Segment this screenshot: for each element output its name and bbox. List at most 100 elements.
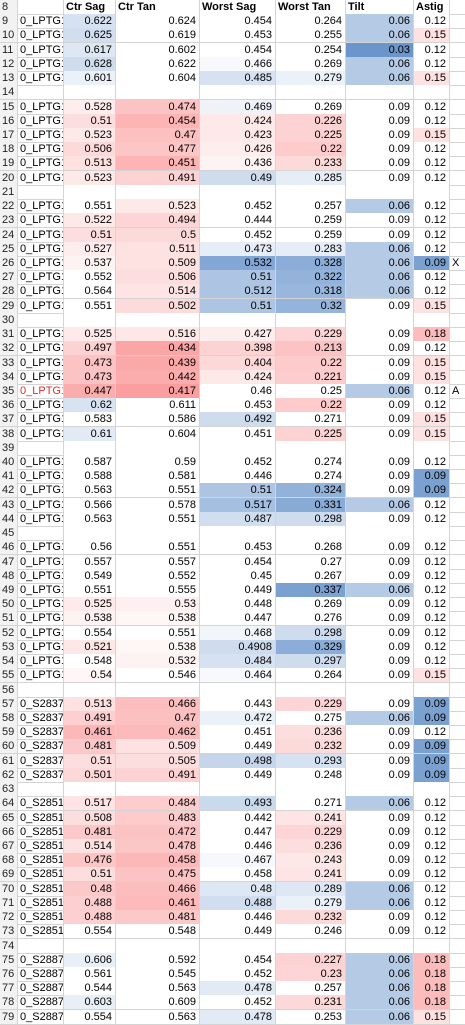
astig-cell[interactable]: 0.15	[414, 426, 450, 441]
ctr-tan-cell[interactable]: 0.466	[116, 696, 200, 711]
tilt-cell[interactable]: 0.06	[346, 255, 414, 270]
note-cell[interactable]	[450, 583, 465, 597]
lens-id-cell[interactable]: 0_S28517	[20, 867, 64, 882]
ctr-sag-cell[interactable]: 0.537	[64, 255, 116, 270]
lens-id-cell[interactable]: 0_LPTG10	[18, 28, 64, 43]
worst-sag-cell[interactable]: 0.451	[200, 426, 276, 441]
lens-id-cell[interactable]: 0_LPTG10	[18, 56, 64, 71]
worst-sag-cell[interactable]: 0.468	[200, 625, 276, 640]
worst-tan-cell[interactable]: 0.271	[276, 412, 346, 427]
ctr-sag-cell[interactable]: 0.606	[64, 952, 116, 967]
lens-id-cell[interactable]: 0_LPTG10	[18, 639, 64, 654]
astig-cell[interactable]: 0.12	[414, 881, 450, 896]
worst-tan-cell[interactable]: 0.267	[276, 568, 346, 583]
ctr-sag-cell[interactable]: 0.564	[64, 284, 116, 299]
worst-sag-cell[interactable]: 0.454	[200, 554, 276, 569]
astig-cell[interactable]: 0.09	[414, 255, 450, 270]
worst-tan-cell[interactable]: 0.269	[276, 56, 346, 71]
note-cell[interactable]	[450, 128, 465, 142]
tilt-cell[interactable]: 0.06	[346, 71, 414, 86]
ctr-sag-cell[interactable]	[64, 938, 116, 953]
ctr-sag-cell[interactable]: 0.497	[64, 341, 116, 356]
worst-tan-cell[interactable]: 0.227	[276, 952, 346, 967]
row-number[interactable]: 37	[0, 412, 18, 427]
lens-id-cell[interactable]: 0_S28517	[20, 853, 64, 868]
row-number[interactable]: 65	[0, 810, 18, 825]
astig-cell[interactable]: 0.12	[414, 554, 450, 569]
worst-sag-cell[interactable]: 0.443	[200, 696, 276, 711]
row-number[interactable]: 17	[0, 127, 18, 142]
note-cell[interactable]	[450, 796, 465, 810]
note-cell[interactable]	[450, 683, 465, 697]
header-cell-h[interactable]	[450, 0, 465, 14]
row-number[interactable]: 45	[0, 526, 18, 541]
note-cell[interactable]	[450, 171, 465, 185]
ctr-tan-cell[interactable]: 0.551	[116, 625, 200, 640]
lens-id-cell[interactable]	[18, 526, 64, 541]
astig-cell[interactable]: 0.12	[414, 199, 450, 214]
row-number[interactable]: 57	[0, 696, 18, 711]
lens-id-cell[interactable]: 0_LPTG10	[18, 142, 64, 157]
lens-id-cell[interactable]: 0_LPTG10	[18, 355, 64, 370]
astig-cell[interactable]	[414, 440, 450, 455]
worst-tan-cell[interactable]	[276, 85, 346, 100]
ctr-sag-cell[interactable]: 0.538	[64, 611, 116, 626]
row-number[interactable]: 19	[0, 156, 18, 171]
ctr-tan-cell[interactable]: 0.555	[116, 583, 200, 598]
ctr-sag-cell[interactable]: 0.527	[64, 241, 116, 256]
ctr-sag-cell[interactable]: 0.551	[64, 199, 116, 214]
tilt-cell[interactable]: 0.06	[346, 711, 414, 725]
row-number[interactable]: 44	[0, 511, 18, 526]
row-number[interactable]: 67	[0, 838, 18, 853]
worst-sag-cell[interactable]: 0.485	[200, 71, 276, 86]
tilt-cell[interactable]: 0.06	[346, 995, 414, 1010]
tilt-cell[interactable]: 0.09	[346, 213, 414, 228]
worst-sag-cell[interactable]: 0.472	[200, 711, 276, 725]
worst-tan-cell[interactable]: 0.331	[276, 497, 346, 512]
row-number[interactable]: 10	[0, 28, 18, 43]
note-cell[interactable]	[450, 299, 465, 313]
astig-cell[interactable]: 0.15	[414, 71, 450, 86]
ctr-tan-cell[interactable]	[116, 312, 200, 327]
note-cell[interactable]	[450, 867, 465, 881]
astig-cell[interactable]: 0.18	[414, 952, 450, 967]
worst-sag-cell[interactable]: 0.51	[200, 483, 276, 498]
ctr-tan-cell[interactable]: 0.563	[116, 981, 200, 996]
ctr-sag-cell[interactable]: 0.461	[64, 725, 116, 740]
worst-tan-cell[interactable]: 0.229	[276, 824, 346, 839]
note-cell[interactable]	[450, 85, 465, 99]
ctr-tan-cell[interactable]: 0.417	[116, 383, 200, 398]
lens-id-cell[interactable]: 0_LPTG10	[18, 170, 64, 185]
astig-cell[interactable]: 0.12	[414, 455, 450, 470]
worst-tan-cell[interactable]: 0.233	[276, 156, 346, 171]
tilt-cell[interactable]: 0.09	[346, 910, 414, 925]
tilt-cell[interactable]: 0.06	[346, 966, 414, 981]
ctr-tan-cell[interactable]: 0.466	[116, 881, 200, 896]
ctr-tan-cell[interactable]: 0.439	[116, 355, 200, 370]
worst-tan-cell[interactable]: 0.22	[276, 398, 346, 413]
tilt-cell[interactable]: 0.09	[346, 227, 414, 242]
lens-id-cell[interactable]: 0_LPTG10	[18, 597, 64, 612]
row-number[interactable]: 55	[0, 668, 18, 683]
worst-sag-cell[interactable]: 0.484	[200, 654, 276, 669]
lens-id-cell[interactable]: 0_LPTG10	[18, 241, 64, 256]
worst-sag-cell[interactable]: 0.436	[200, 156, 276, 171]
worst-sag-cell[interactable]: 0.404	[200, 355, 276, 370]
row-number[interactable]: 33	[0, 355, 18, 370]
note-cell[interactable]	[450, 725, 465, 739]
tilt-cell[interactable]: 0.06	[346, 284, 414, 299]
header-astig[interactable]: Astig	[414, 0, 450, 14]
astig-cell[interactable]: 0.12	[414, 170, 450, 185]
ctr-sag-cell[interactable]: 0.625	[64, 28, 116, 43]
row-number[interactable]: 39	[0, 440, 18, 455]
lens-id-cell[interactable]: 0_LPTG10	[18, 412, 64, 427]
worst-tan-cell[interactable]: 0.276	[276, 611, 346, 626]
worst-tan-cell[interactable]: 0.269	[276, 99, 346, 114]
worst-sag-cell[interactable]: 0.493	[200, 796, 276, 811]
ctr-sag-cell[interactable]: 0.528	[64, 99, 116, 114]
worst-sag-cell[interactable]	[200, 312, 276, 327]
ctr-sag-cell[interactable]: 0.554	[64, 1009, 116, 1024]
worst-sag-cell[interactable]: 0.48	[200, 881, 276, 896]
astig-cell[interactable]: 0.12	[414, 838, 450, 853]
tilt-cell[interactable]: 0.09	[346, 696, 414, 711]
